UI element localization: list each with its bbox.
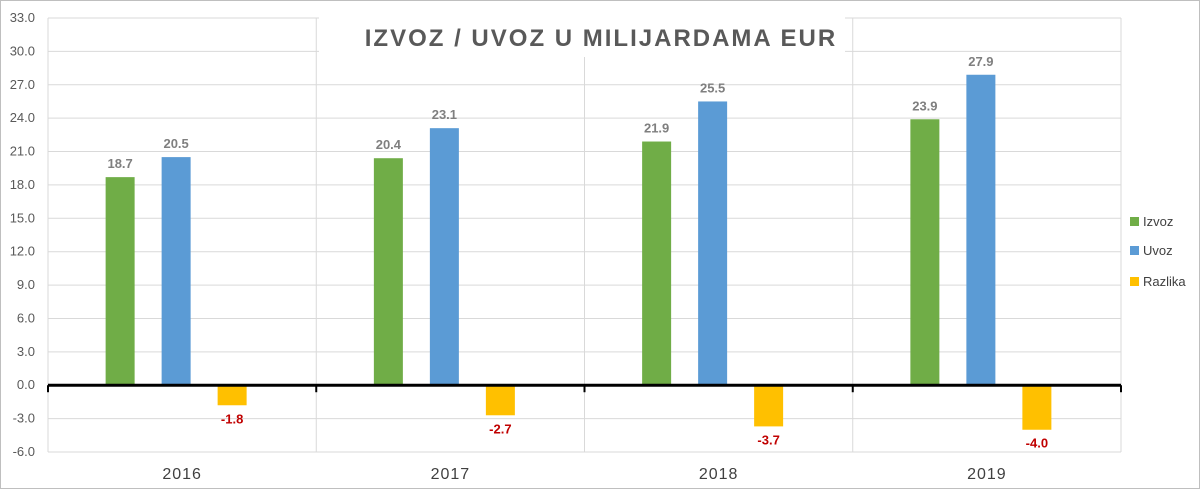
bar-uvoz-2016 — [161, 157, 191, 386]
y-tick-label: 24.0 — [10, 110, 35, 125]
data-label: 25.5 — [700, 80, 725, 95]
data-label: -3.7 — [757, 432, 779, 447]
bar-izvoz-2016 — [105, 177, 135, 386]
data-label: -4.0 — [1026, 436, 1048, 451]
y-tick-label: 27.0 — [10, 77, 35, 92]
legend-swatch-izvoz — [1130, 217, 1139, 226]
data-label: -2.7 — [489, 421, 511, 436]
bar-razlika-2017 — [485, 385, 515, 416]
chart-title: IZVOZ / UVOZ U MILIJARDAMA EUR — [365, 25, 837, 52]
legend-label-razlika: Razlika — [1143, 274, 1186, 289]
x-tick-label: 2016 — [162, 466, 202, 483]
bar-razlika-2016 — [217, 385, 247, 406]
y-tick-label: -3.0 — [13, 411, 35, 426]
y-tick-label: 9.0 — [17, 277, 35, 292]
y-tick-label: 21.0 — [10, 144, 35, 159]
data-label: 20.4 — [376, 137, 402, 152]
bar-uvoz-2018 — [698, 101, 728, 386]
bar-izvoz-2018 — [642, 141, 672, 386]
y-axis: 33.0 30.0 27.0 24.0 21.0 18.0 15.0 12.0 9.0 6.0 3.… — [10, 10, 35, 459]
y-tick-label: 15.0 — [10, 210, 35, 225]
legend-label-uvoz: Uvoz — [1143, 243, 1173, 258]
data-label: -1.8 — [221, 411, 243, 426]
data-label: 23.1 — [432, 107, 457, 122]
y-tick-label: -6.0 — [13, 444, 35, 459]
bar-razlika-2019 — [1022, 385, 1052, 430]
x-tick-label: 2018 — [699, 466, 739, 483]
bar-izvoz-2019 — [910, 119, 940, 386]
x-tick-label: 2017 — [431, 466, 471, 483]
bar-uvoz-2017 — [429, 128, 459, 386]
x-tick-label: 2019 — [967, 466, 1007, 483]
legend-swatch-uvoz — [1130, 246, 1139, 255]
bars — [105, 74, 1052, 430]
legend-swatch-razlika — [1130, 277, 1139, 286]
data-label: 18.7 — [107, 156, 132, 171]
y-tick-label: 33.0 — [10, 10, 35, 25]
data-label: 20.5 — [163, 136, 188, 151]
legend: Izvoz Uvoz Razlika — [1130, 214, 1186, 289]
y-tick-label: 3.0 — [17, 344, 35, 359]
legend-label-izvoz: Izvoz — [1143, 214, 1173, 229]
y-tick-label: 0.0 — [17, 377, 35, 392]
y-tick-label: 18.0 — [10, 177, 35, 192]
bar-uvoz-2019 — [966, 74, 996, 386]
data-label: 27.9 — [968, 54, 993, 69]
y-tick-label: 30.0 — [10, 43, 35, 58]
bar-izvoz-2017 — [373, 158, 403, 386]
bar-razlika-2018 — [754, 385, 784, 427]
y-tick-label: 6.0 — [17, 310, 35, 325]
chart-title-group: IZVOZ / UVOZ U MILIJARDAMA EUR — [319, 15, 845, 57]
y-tick-label: 12.0 — [10, 244, 35, 259]
data-labels: 18.7 20.5 -1.8 20.4 23.1 -2.7 21.9 25.5 -3.7 23.9… — [107, 54, 1048, 451]
data-label: 21.9 — [644, 121, 669, 136]
chart-title-background — [319, 15, 845, 57]
data-label: 23.9 — [912, 98, 937, 113]
x-axis: 2016 2017 2018 2019 — [47, 383, 1122, 483]
